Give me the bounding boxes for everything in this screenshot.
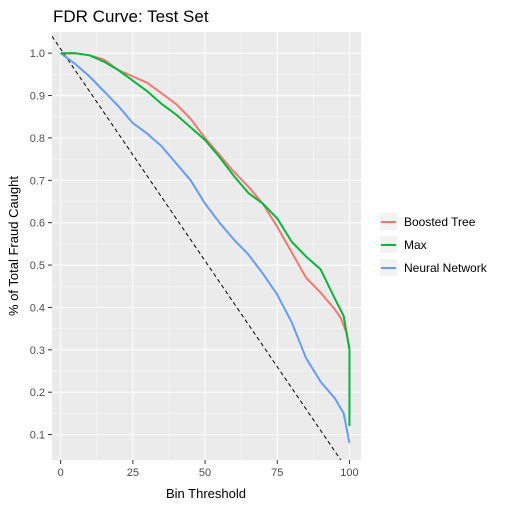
legend-label-boosted-tree: Boosted Tree bbox=[404, 215, 476, 229]
plot-panel bbox=[52, 32, 361, 460]
x-axis-title: Bin Threshold bbox=[166, 486, 246, 501]
x-tick-label: 100 bbox=[340, 467, 358, 479]
series-line-neural-network bbox=[60, 52, 351, 444]
grid-layer bbox=[52, 32, 361, 460]
y-tick-label: 0.5 bbox=[30, 260, 45, 272]
legend-label-neural-network: Neural Network bbox=[404, 261, 488, 275]
series-line-max bbox=[60, 52, 351, 427]
x-tick-label: 50 bbox=[199, 467, 211, 479]
series-line-reference bbox=[52, 35, 342, 460]
y-tick-label: 0.1 bbox=[30, 430, 45, 442]
y-axis-title: % of Total Fraud Caught bbox=[6, 176, 21, 316]
x-tick-label: 25 bbox=[127, 467, 139, 479]
y-tick-label: 1.0 bbox=[30, 48, 45, 60]
x-tick-label: 0 bbox=[58, 467, 64, 479]
y-tick-label: 0.7 bbox=[30, 175, 45, 187]
y-tick-label: 0.9 bbox=[30, 91, 45, 103]
y-tick-label: 0.3 bbox=[30, 345, 45, 357]
legend: Boosted Tree Max Neural Network bbox=[378, 212, 488, 281]
y-tick-label: 0.4 bbox=[30, 302, 45, 314]
axis-layer: 0 25 50 75 100 0.1 0.2 0.3 0.4 0.5 0.6 0.7 0.8 0.9 1.0 bbox=[30, 48, 359, 479]
x-tick-label: 75 bbox=[271, 467, 283, 479]
y-tick-label: 0.8 bbox=[30, 133, 45, 145]
legend-label-max: Max bbox=[404, 238, 427, 252]
chart-title: FDR Curve: Test Set bbox=[53, 7, 209, 26]
series-layer bbox=[52, 35, 351, 460]
y-tick-label: 0.2 bbox=[30, 387, 45, 399]
y-tick-label: 0.6 bbox=[30, 218, 45, 230]
